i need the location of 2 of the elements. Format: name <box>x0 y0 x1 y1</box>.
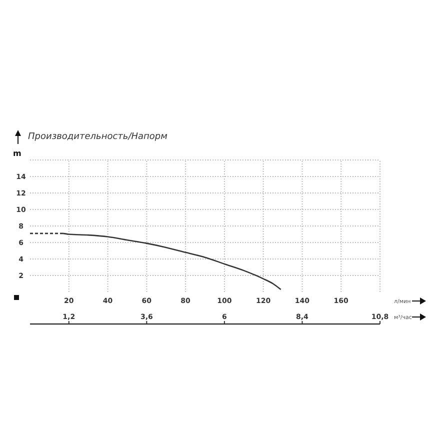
y-axis-title: m <box>13 149 22 158</box>
chart-title: Производительность/Напорм <box>28 132 168 142</box>
